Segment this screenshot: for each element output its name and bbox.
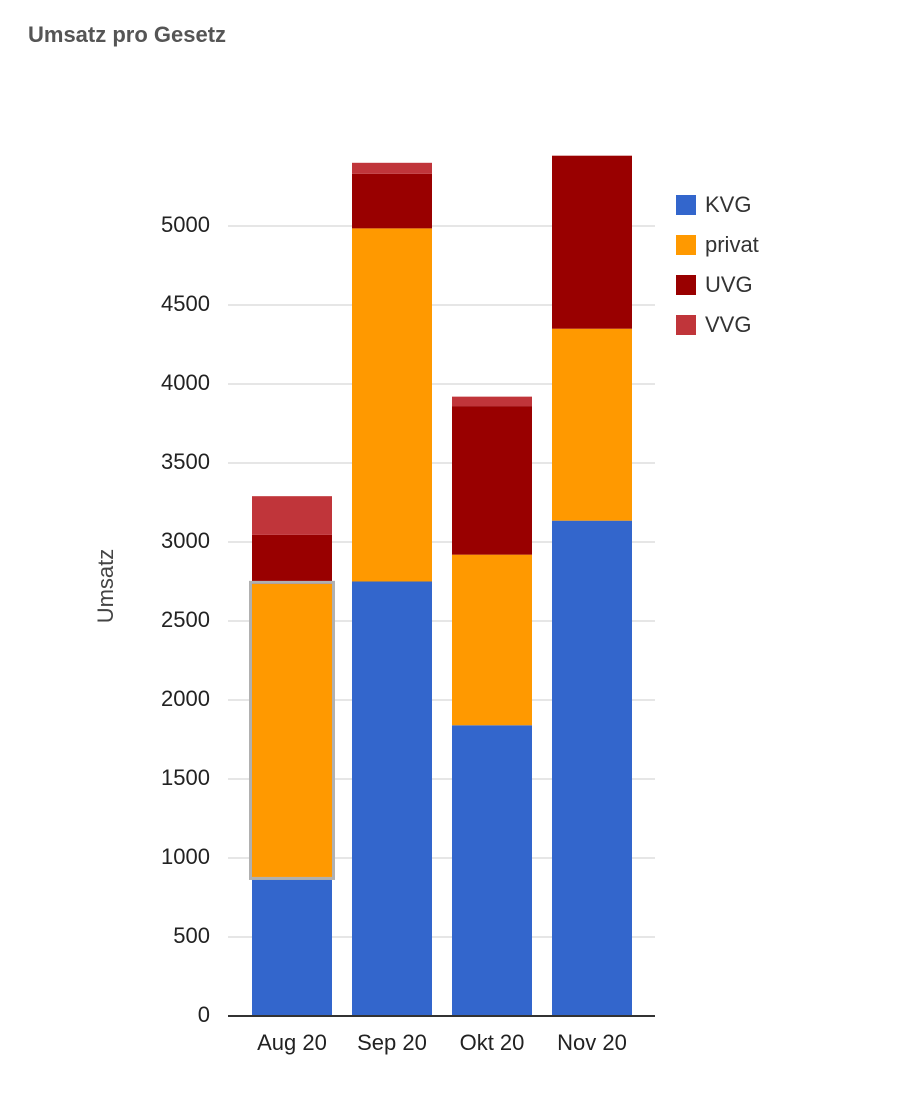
- x-tick-label: Sep 20: [357, 1030, 427, 1055]
- bar-segment-kvg[interactable]: [252, 876, 332, 1016]
- bar-segment-kvg[interactable]: [452, 725, 532, 1016]
- y-tick-label: 500: [173, 923, 210, 948]
- y-tick-labels: 0 500 1000 1500 2000 2500 3000 3500 4000 4500 5000: [161, 212, 210, 1027]
- bar-segment-privat[interactable]: [252, 583, 332, 877]
- y-tick-label: 0: [198, 1002, 210, 1027]
- legend-swatch-uvg: [676, 275, 696, 295]
- y-tick-label: 3500: [161, 449, 210, 474]
- bar-segment-privat[interactable]: [452, 554, 532, 726]
- legend-swatch-privat: [676, 235, 696, 255]
- bars: [252, 155, 632, 1017]
- x-tick-label: Aug 20: [257, 1030, 327, 1055]
- y-tick-label: 5000: [161, 212, 210, 237]
- x-tick-label: Okt 20: [460, 1030, 525, 1055]
- hover-highlight: [249, 580, 335, 880]
- y-tick-label: 4500: [161, 291, 210, 316]
- legend: KVG privat UVG VVG: [676, 192, 759, 337]
- x-tick-label: Nov 20: [557, 1030, 627, 1055]
- legend-label-vvg[interactable]: VVG: [705, 312, 751, 337]
- bar-segment-vvg[interactable]: [252, 496, 332, 535]
- y-axis-label: Umsatz: [93, 549, 118, 624]
- x-tick-labels: Aug 20 Sep 20 Okt 20 Nov 20: [257, 1030, 627, 1055]
- bar-segment-uvg[interactable]: [252, 534, 332, 584]
- bar-segment-kvg[interactable]: [552, 520, 632, 1016]
- bar-segment-uvg[interactable]: [352, 173, 432, 229]
- bar-segment-kvg[interactable]: [352, 581, 432, 1017]
- legend-swatch-vvg: [676, 315, 696, 335]
- bar-segment-uvg[interactable]: [552, 155, 632, 329]
- y-tick-label: 4000: [161, 370, 210, 395]
- highlight-layer: [249, 580, 335, 880]
- bar-segment-vvg[interactable]: [352, 162, 432, 174]
- y-tick-label: 1000: [161, 844, 210, 869]
- y-tick-label: 3000: [161, 528, 210, 553]
- legend-label-privat[interactable]: privat: [705, 232, 759, 257]
- bar-segment-uvg[interactable]: [452, 406, 532, 555]
- y-tick-label: 2500: [161, 607, 210, 632]
- legend-label-kvg[interactable]: KVG: [705, 192, 751, 217]
- bar-segment-privat[interactable]: [552, 328, 632, 521]
- y-tick-label: 1500: [161, 765, 210, 790]
- bar-segment-vvg[interactable]: [452, 396, 532, 407]
- legend-swatch-kvg: [676, 195, 696, 215]
- y-tick-label: 2000: [161, 686, 210, 711]
- legend-label-uvg[interactable]: UVG: [705, 272, 753, 297]
- bar-segment-privat[interactable]: [352, 228, 432, 582]
- chart-title: Umsatz pro Gesetz: [28, 22, 227, 47]
